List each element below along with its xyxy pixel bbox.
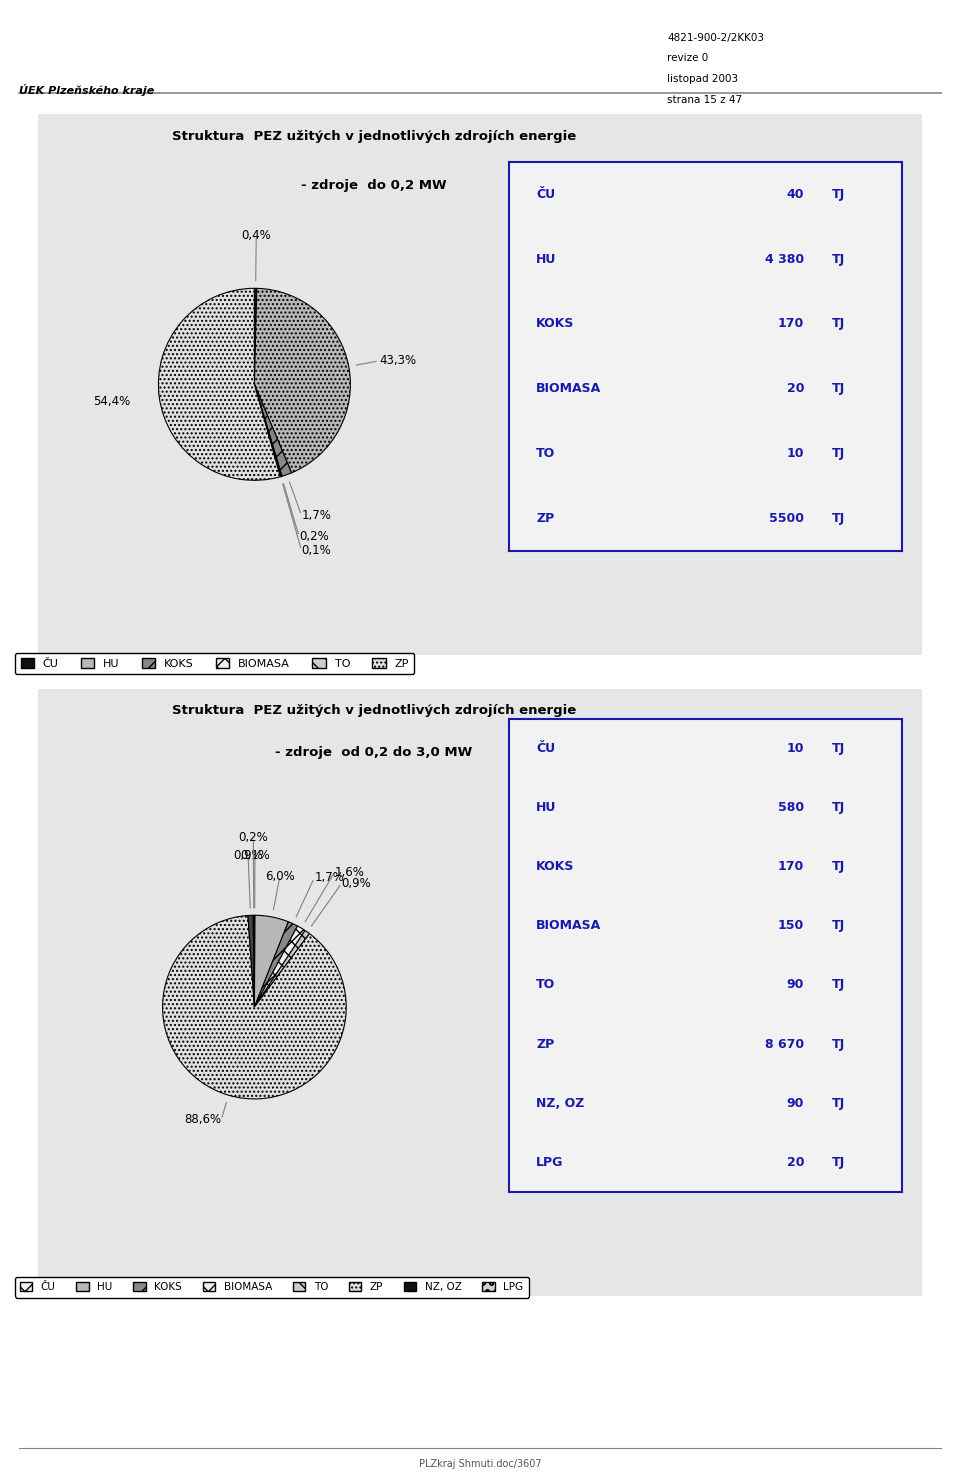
Text: Struktura  PEZ užitých v jednotlivých zdrojích energie: Struktura PEZ užitých v jednotlivých zdr… [172,703,576,717]
Text: 40: 40 [786,188,804,200]
Text: KOKS: KOKS [537,317,575,330]
Text: 20: 20 [786,382,804,395]
Text: 10: 10 [786,447,804,461]
Text: strana 15 z 47: strana 15 z 47 [667,95,742,105]
Text: TO: TO [537,979,556,991]
Text: 580: 580 [778,801,804,815]
Text: TJ: TJ [831,188,845,200]
Text: TJ: TJ [831,512,845,524]
Text: BIOMASA: BIOMASA [537,382,602,395]
Text: 1,6%: 1,6% [334,866,364,880]
Wedge shape [162,915,347,1099]
Text: 0,1%: 0,1% [301,544,331,557]
Text: - zdroje  od 0,2 do 3,0 MW: - zdroje od 0,2 do 3,0 MW [276,746,472,760]
Legend: ČU, HU, KOKS, BIOMASA, TO, ZP, NZ, OZ, LPG: ČU, HU, KOKS, BIOMASA, TO, ZP, NZ, OZ, L… [14,1277,529,1297]
Text: TJ: TJ [831,860,845,874]
Text: 43,3%: 43,3% [379,354,416,367]
Text: 170: 170 [778,317,804,330]
Text: 0,1%: 0,1% [240,849,270,862]
Wedge shape [254,384,292,477]
Text: revize 0: revize 0 [667,53,708,64]
Text: TJ: TJ [831,801,845,815]
Wedge shape [254,921,298,1007]
Text: ČU: ČU [537,188,556,200]
Text: - zdroje  do 0,2 MW: - zdroje do 0,2 MW [301,179,446,193]
Text: TJ: TJ [831,920,845,933]
Text: TJ: TJ [831,979,845,991]
Text: Struktura  PEZ užitých v jednotlivých zdrojích energie: Struktura PEZ užitých v jednotlivých zdr… [172,130,576,144]
Text: 1,7%: 1,7% [314,871,344,884]
Text: TJ: TJ [831,742,845,755]
Text: 1,7%: 1,7% [301,509,331,521]
Text: TJ: TJ [831,253,845,265]
Wedge shape [158,289,280,480]
Text: TJ: TJ [831,1097,845,1109]
Legend: ČU, HU, KOKS, BIOMASA, TO, ZP: ČU, HU, KOKS, BIOMASA, TO, ZP [15,653,415,674]
Text: 0,2%: 0,2% [299,530,328,544]
Text: 8 670: 8 670 [765,1038,804,1050]
Text: TJ: TJ [831,382,845,395]
Text: 0,9%: 0,9% [342,877,372,890]
Text: 0,9%: 0,9% [233,849,263,862]
Text: TJ: TJ [831,447,845,461]
Text: TJ: TJ [831,1038,845,1050]
Text: 5500: 5500 [769,512,804,524]
Text: TJ: TJ [831,317,845,330]
Text: 90: 90 [786,1097,804,1109]
Text: ZP: ZP [537,1038,555,1050]
Text: ZP: ZP [537,512,555,524]
Text: PLZkraj Shmuti.doc/3607: PLZkraj Shmuti.doc/3607 [419,1459,541,1469]
Wedge shape [254,915,288,1007]
Text: 4821-900-2/2KK03: 4821-900-2/2KK03 [667,33,764,43]
Wedge shape [254,384,282,477]
Text: HU: HU [537,801,557,815]
Text: 88,6%: 88,6% [184,1114,221,1127]
Text: LPG: LPG [537,1157,564,1169]
Text: BIOMASA: BIOMASA [537,920,602,933]
Text: listopad 2003: listopad 2003 [667,74,738,84]
Text: 0,2%: 0,2% [238,831,268,844]
Text: 4 380: 4 380 [765,253,804,265]
Text: TJ: TJ [831,1157,845,1169]
Text: HU: HU [537,253,557,265]
Text: KOKS: KOKS [537,860,575,874]
Wedge shape [254,289,256,384]
Text: ÚEK Plzeňského kraje: ÚEK Plzeňského kraje [19,84,155,96]
Wedge shape [254,926,305,1007]
Text: TO: TO [537,447,556,461]
Wedge shape [254,930,309,1007]
Text: 90: 90 [786,979,804,991]
Wedge shape [253,915,254,1007]
Text: 20: 20 [786,1157,804,1169]
Wedge shape [254,384,281,477]
Wedge shape [254,289,350,472]
Text: 6,0%: 6,0% [265,869,295,883]
Text: 10: 10 [786,742,804,755]
Text: NZ, OZ: NZ, OZ [537,1097,585,1109]
Text: 170: 170 [778,860,804,874]
Text: 54,4%: 54,4% [93,395,131,407]
Text: ČU: ČU [537,742,556,755]
Wedge shape [248,915,254,1007]
Text: 150: 150 [778,920,804,933]
Text: 0,4%: 0,4% [241,230,271,241]
